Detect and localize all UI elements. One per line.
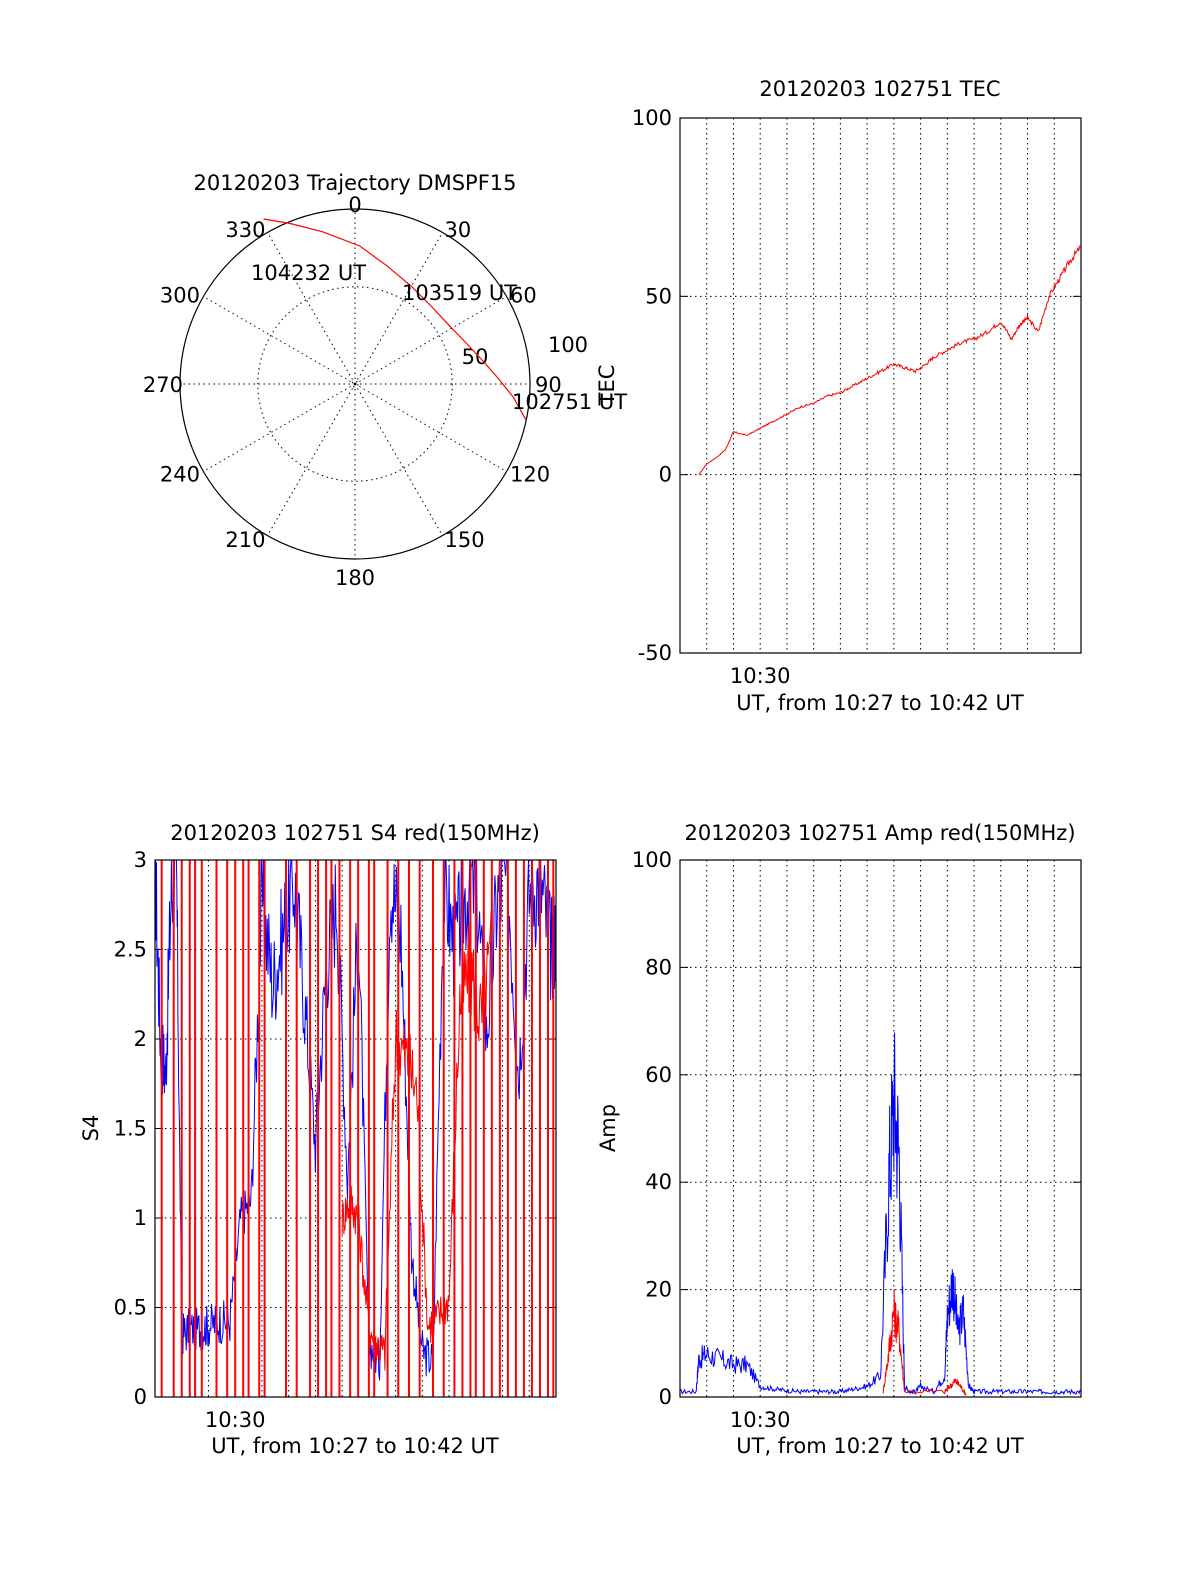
- s4-xlabel: UT, from 10:27 to 10:42 UT: [211, 1434, 499, 1458]
- polar-center-ring: [351, 380, 359, 388]
- ytick-label-0.5: 0.5: [114, 1296, 147, 1320]
- s4-panel: 20120203 102751 S4 red(150MHz) S4 UT, fr…: [79, 821, 557, 1458]
- polar-angle-label-210: 210: [225, 528, 265, 552]
- ytick-label--50: -50: [638, 641, 672, 665]
- polar-ring-50: [257, 286, 453, 482]
- trajectory-title: 20120203 Trajectory DMSPF15: [193, 171, 516, 195]
- amp-panel: 20120203 102751 Amp red(150MHz) Amp UT, …: [596, 821, 1082, 1458]
- amp-plot-area: 0 20 40 60 80 100 10:30: [632, 848, 1082, 1432]
- polar-grid: [180, 209, 530, 559]
- series-line-1: [882, 1288, 967, 1396]
- polar-angle-label-270: 270: [143, 373, 183, 397]
- trajectory-panel: 20120203 Trajectory DMSPF15 0 30 60 90 120 15…: [143, 171, 627, 590]
- series-line-0: [698, 245, 1082, 475]
- polar-spoke-330: [267, 232, 356, 385]
- plot-frame: [679, 859, 1082, 1398]
- polar-angle-label-30: 30: [445, 218, 472, 242]
- ytick-label-20: 20: [645, 1278, 672, 1302]
- amp-xlabel: UT, from 10:27 to 10:42 UT: [736, 1434, 1024, 1458]
- ytick-label-1.5: 1.5: [114, 1117, 147, 1141]
- ytick-label-80: 80: [645, 955, 672, 979]
- ytick-label-2.5: 2.5: [114, 938, 147, 962]
- polar-angle-label-120: 120: [510, 463, 550, 487]
- ytick-label-0: 0: [659, 463, 672, 487]
- polar-spoke-60: [354, 296, 507, 385]
- polar-angle-labels: 0 30 60 90 120 150 180 210 240 270 300 330: [143, 193, 562, 590]
- polar-angle-label-0: 0: [348, 193, 361, 217]
- xtick-label-1030: 10:30: [730, 664, 791, 688]
- polar-angle-label-150: 150: [445, 528, 485, 552]
- ytick-label-40: 40: [645, 1170, 672, 1194]
- xtick-label-1030: 10:30: [730, 1408, 791, 1432]
- s4-plot-area: 0 0.5 1 1.5 2 2.5 3 10:30: [114, 848, 557, 1432]
- ytick-label-100: 100: [632, 106, 672, 130]
- amp-ylabel: Amp: [596, 1104, 620, 1152]
- radial-label-50: 50: [462, 345, 489, 369]
- radial-label-100: 100: [548, 333, 588, 357]
- tec-plot-area: -50 0 50 100 10:30: [632, 106, 1082, 688]
- polar-spoke-30: [354, 232, 443, 385]
- ytick-label-0: 0: [134, 1385, 147, 1409]
- annotation-104232: 104232 UT: [251, 261, 366, 285]
- s4-title: 20120203 102751 S4 red(150MHz): [170, 821, 540, 845]
- annotation-102751: 102751 UT: [512, 390, 627, 414]
- plot-frame: [679, 117, 1082, 654]
- tec-ylabel: TEC: [595, 365, 619, 407]
- xtick-label-1030: 10:30: [205, 1408, 266, 1432]
- series-line-0: [154, 858, 557, 1381]
- tec-panel: 20120203 102751 TEC TEC UT, from 10:27 t…: [595, 77, 1082, 715]
- ytick-label-3: 3: [134, 848, 147, 872]
- polar-spoke-120: [354, 383, 507, 472]
- annotation-103519: 103519 UT: [402, 281, 517, 305]
- polar-angle-label-60: 60: [510, 284, 537, 308]
- ytick-label-50: 50: [645, 284, 672, 308]
- series-line-0: [679, 1032, 1082, 1396]
- trajectory-track: [263, 218, 527, 421]
- polar-horizon-circle: [179, 208, 531, 560]
- ytick-label-100: 100: [632, 848, 672, 872]
- series-line-1: [341, 910, 493, 1371]
- polar-spoke-300: [203, 296, 356, 385]
- polar-angle-label-90: 90: [535, 373, 562, 397]
- polar-spoke-240: [203, 383, 356, 472]
- ytick-label-2: 2: [134, 1027, 147, 1051]
- amp-title: 20120203 102751 Amp red(150MHz): [684, 821, 1075, 845]
- polar-angle-label-300: 300: [160, 284, 200, 308]
- ytick-label-0: 0: [659, 1385, 672, 1409]
- polar-angle-label-240: 240: [160, 463, 200, 487]
- s4-ylabel: S4: [79, 1115, 103, 1142]
- polar-angle-label-330: 330: [225, 218, 265, 242]
- ytick-label-1: 1: [134, 1206, 147, 1230]
- plot-frame: [154, 859, 557, 1398]
- polar-spoke-210: [267, 383, 356, 536]
- tec-xlabel: UT, from 10:27 to 10:42 UT: [736, 691, 1024, 715]
- ytick-label-60: 60: [645, 1063, 672, 1087]
- polar-spoke-150: [354, 383, 443, 536]
- tec-title: 20120203 102751 TEC: [759, 77, 1000, 101]
- polar-angle-label-180: 180: [335, 566, 375, 590]
